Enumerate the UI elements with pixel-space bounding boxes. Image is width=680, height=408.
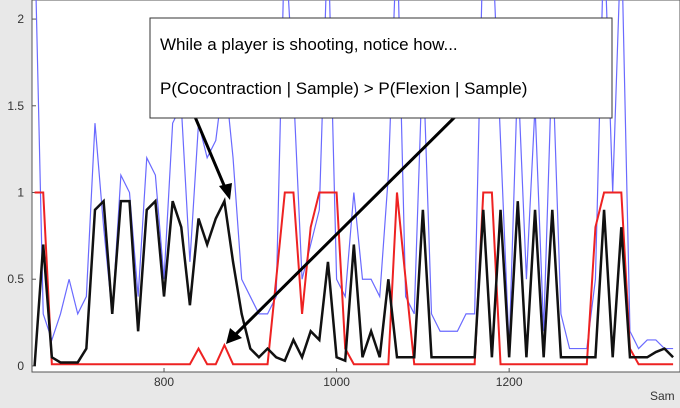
- arrowhead: [226, 328, 242, 344]
- annotation: While a player is shooting, notice how..…: [149, 17, 613, 344]
- y-tick-label: 2: [17, 12, 24, 26]
- y-tick-label: 0: [17, 359, 24, 373]
- annotation-box: [149, 17, 613, 119]
- y-tick-label: 0.5: [7, 272, 24, 286]
- series-group: [33, 0, 674, 367]
- y-tick-label: 1: [17, 186, 24, 200]
- x-tick-label: 1000: [323, 375, 350, 389]
- series-line: [33, 197, 674, 367]
- x-tick-label: 800: [154, 375, 174, 389]
- series-line: [35, 0, 674, 350]
- y-tick-label: 1.5: [7, 99, 24, 113]
- x-axis-label: Sam: [650, 389, 675, 403]
- annotation-text: While a player is shooting, notice how..…: [160, 35, 458, 54]
- arrow: [234, 102, 470, 336]
- x-tick-label: 1200: [496, 375, 523, 389]
- arrow: [188, 104, 228, 191]
- annotation-text: P(Cocontraction | Sample) > P(Flexion | …: [160, 79, 527, 98]
- series-line: [34, 191, 674, 366]
- arrowhead: [219, 183, 232, 200]
